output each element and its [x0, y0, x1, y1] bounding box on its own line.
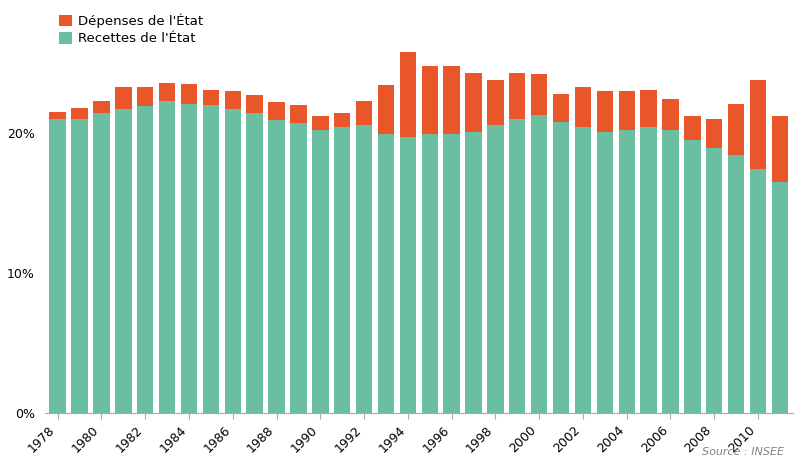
Bar [574, 128, 591, 413]
Bar [750, 80, 766, 413]
Bar [225, 109, 241, 413]
Bar [466, 132, 482, 413]
Bar [597, 91, 613, 413]
Bar [71, 119, 88, 413]
Legend: Dépenses de l'État, Recettes de l'État: Dépenses de l'État, Recettes de l'État [58, 13, 203, 45]
Bar [50, 119, 66, 413]
Bar [400, 137, 416, 413]
Bar [290, 123, 306, 413]
Bar [290, 105, 306, 413]
Bar [115, 109, 131, 413]
Bar [422, 66, 438, 413]
Bar [94, 113, 110, 413]
Bar [662, 130, 678, 413]
Bar [509, 119, 526, 413]
Bar [225, 91, 241, 413]
Bar [728, 155, 744, 413]
Bar [706, 148, 722, 413]
Bar [662, 99, 678, 413]
Bar [94, 101, 110, 413]
Bar [618, 130, 635, 413]
Bar [356, 125, 372, 413]
Bar [202, 90, 219, 413]
Bar [531, 115, 547, 413]
Bar [640, 90, 657, 413]
Bar [312, 130, 329, 413]
Bar [509, 73, 526, 413]
Bar [684, 116, 701, 413]
Bar [618, 91, 635, 413]
Bar [115, 87, 131, 413]
Bar [640, 128, 657, 413]
Bar [181, 103, 197, 413]
Bar [597, 132, 613, 413]
Text: Source : INSEE: Source : INSEE [702, 447, 784, 457]
Bar [50, 112, 66, 413]
Bar [553, 122, 570, 413]
Bar [772, 116, 788, 413]
Bar [181, 84, 197, 413]
Bar [159, 101, 175, 413]
Bar [356, 101, 372, 413]
Bar [400, 52, 416, 413]
Bar [246, 113, 263, 413]
Bar [443, 134, 460, 413]
Bar [684, 140, 701, 413]
Bar [334, 113, 350, 413]
Bar [202, 105, 219, 413]
Bar [71, 108, 88, 413]
Bar [487, 80, 504, 413]
Bar [443, 66, 460, 413]
Bar [378, 134, 394, 413]
Bar [487, 125, 504, 413]
Bar [268, 102, 285, 413]
Bar [466, 73, 482, 413]
Bar [750, 170, 766, 413]
Bar [772, 182, 788, 413]
Bar [728, 103, 744, 413]
Bar [574, 87, 591, 413]
Bar [378, 85, 394, 413]
Bar [246, 95, 263, 413]
Bar [531, 74, 547, 413]
Bar [137, 106, 154, 413]
Bar [553, 94, 570, 413]
Bar [137, 87, 154, 413]
Bar [422, 134, 438, 413]
Bar [312, 116, 329, 413]
Bar [159, 83, 175, 413]
Bar [334, 128, 350, 413]
Bar [706, 119, 722, 413]
Bar [268, 120, 285, 413]
